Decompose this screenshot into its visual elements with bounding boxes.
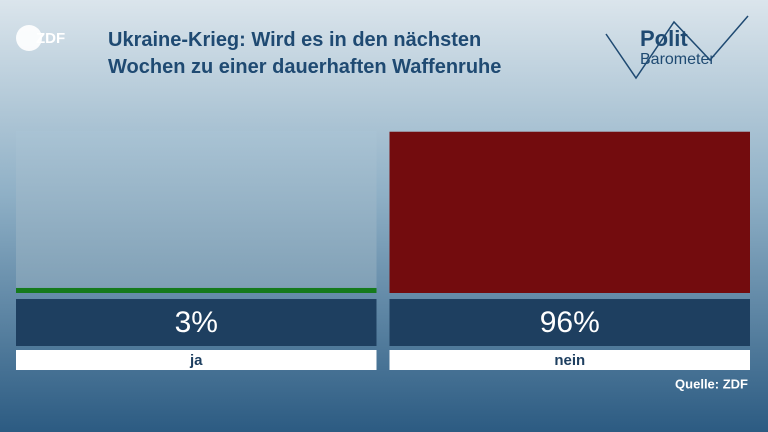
value-box — [16, 299, 377, 346]
source: Quelle: ZDF — [675, 376, 748, 391]
logo: ZDF — [36, 30, 65, 47]
value-label: 96% — [540, 306, 600, 339]
bar — [16, 287, 377, 293]
bar-panel — [16, 131, 377, 293]
bar — [389, 131, 750, 293]
title-line: Wochen zu einer dauerhaften Waffenruhe — [108, 56, 501, 78]
category-label: nein — [554, 352, 585, 369]
brand-line — [605, 15, 749, 80]
category-label: ja — [189, 352, 203, 369]
value-box — [389, 299, 750, 346]
category-box — [389, 350, 750, 370]
chart-title: Ukraine-Krieg: Wird es in den nächsten W… — [108, 29, 501, 78]
logo-mark — [16, 25, 42, 51]
brand-subtitle: Barometer — [640, 51, 715, 68]
category-box — [16, 350, 377, 370]
value-label: 3% — [175, 306, 218, 339]
title-line: Ukraine-Krieg: Wird es in den nächsten — [108, 29, 481, 51]
brand-title: Polit — [640, 26, 688, 51]
